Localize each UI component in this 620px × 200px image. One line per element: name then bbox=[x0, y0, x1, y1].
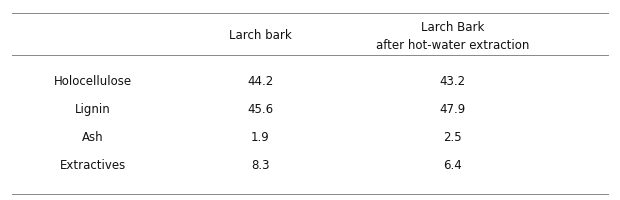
Text: 45.6: 45.6 bbox=[247, 103, 273, 115]
Text: Ash: Ash bbox=[82, 131, 104, 143]
Text: 47.9: 47.9 bbox=[440, 103, 466, 115]
Text: 44.2: 44.2 bbox=[247, 75, 273, 87]
Text: Lignin: Lignin bbox=[75, 103, 111, 115]
Text: Larch bark: Larch bark bbox=[229, 29, 292, 41]
Text: 43.2: 43.2 bbox=[440, 75, 466, 87]
Text: Larch Bark: Larch Bark bbox=[421, 21, 484, 33]
Text: Holocellulose: Holocellulose bbox=[54, 75, 132, 87]
Text: after hot-water extraction: after hot-water extraction bbox=[376, 39, 529, 51]
Text: 8.3: 8.3 bbox=[251, 159, 270, 171]
Text: Extractives: Extractives bbox=[60, 159, 126, 171]
Text: 1.9: 1.9 bbox=[251, 131, 270, 143]
Text: 6.4: 6.4 bbox=[443, 159, 462, 171]
Text: 2.5: 2.5 bbox=[443, 131, 462, 143]
